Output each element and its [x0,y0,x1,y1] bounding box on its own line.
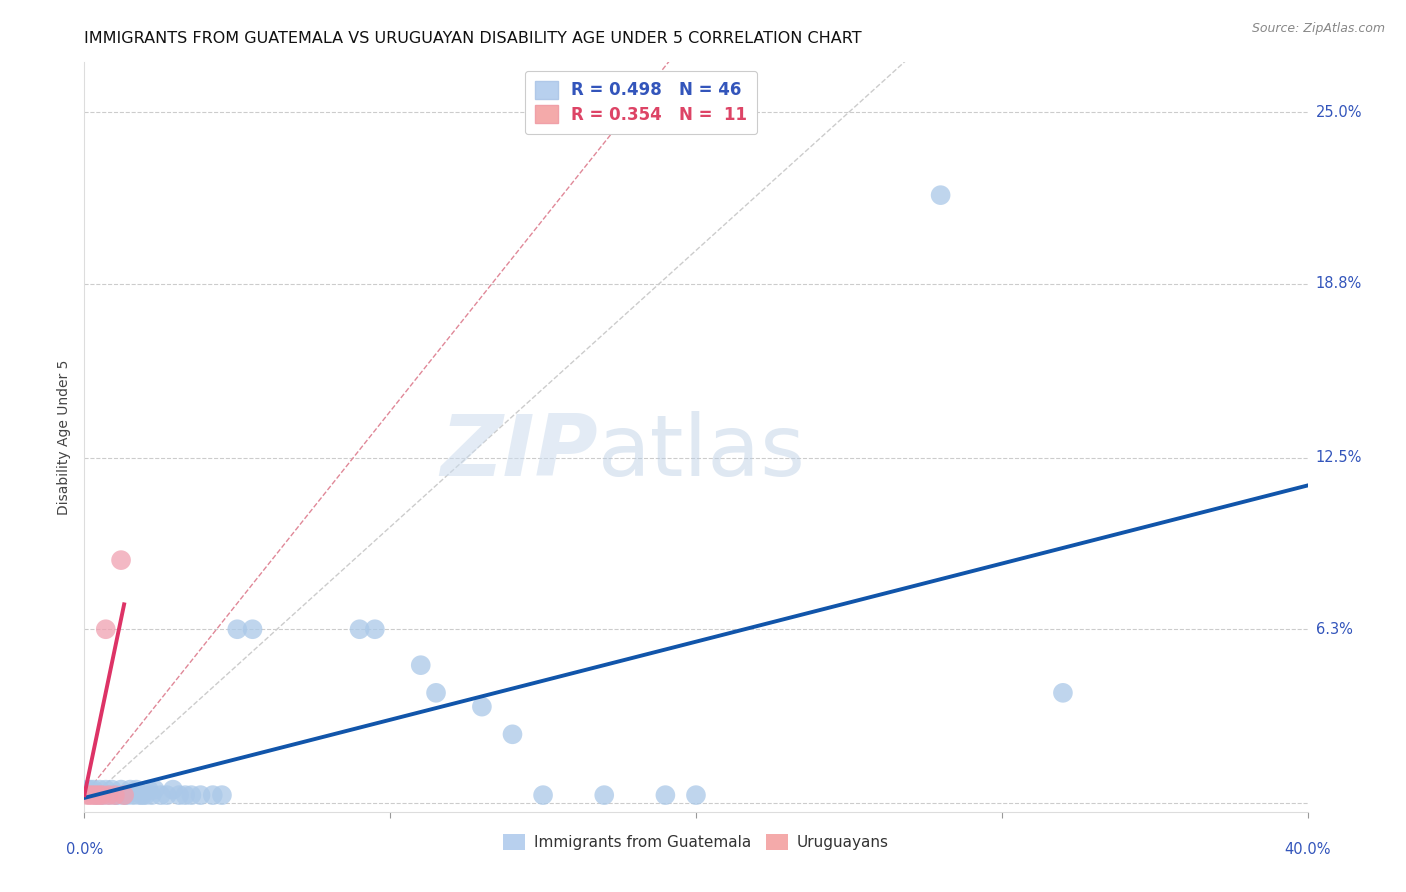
Point [409,658,432,673]
Point [226,622,249,636]
Point [201,788,224,802]
Text: ZIP: ZIP [440,410,598,493]
Point [76,788,98,802]
Point [174,788,197,802]
Point [110,782,132,797]
Text: Source: ZipAtlas.com: Source: ZipAtlas.com [1251,22,1385,36]
Point [120,782,142,797]
Point [112,788,135,802]
Point [91,788,114,802]
Point [149,788,172,802]
Point [242,622,264,636]
Legend: Immigrants from Guatemala, Uruguayans: Immigrants from Guatemala, Uruguayans [498,829,894,856]
Text: atlas: atlas [598,410,806,493]
Point [531,788,554,802]
Text: IMMIGRANTS FROM GUATEMALA VS URUGUAYAN DISABILITY AGE UNDER 5 CORRELATION CHART: IMMIGRANTS FROM GUATEMALA VS URUGUAYAN D… [84,31,862,46]
Point [125,782,148,797]
Point [135,788,157,802]
Point [425,686,447,700]
Point [89,788,111,802]
Point [211,788,233,802]
Point [76,782,98,797]
Point [86,788,108,802]
Point [162,782,184,797]
Text: 25.0%: 25.0% [1316,104,1362,120]
Point [86,788,108,802]
Point [107,788,129,802]
Point [122,788,145,802]
Text: 40.0%: 40.0% [1284,842,1331,857]
Point [131,788,153,802]
Point [502,727,524,741]
Point [104,788,127,802]
Point [364,622,387,636]
Point [141,788,163,802]
Y-axis label: Disability Age Under 5: Disability Age Under 5 [58,359,72,515]
Point [104,788,127,802]
Point [97,788,120,802]
Point [83,782,105,797]
Point [94,782,117,797]
Point [593,788,616,802]
Point [110,553,132,567]
Point [156,788,179,802]
Point [654,788,676,802]
Point [180,788,202,802]
Point [143,782,166,797]
Point [128,788,150,802]
Point [115,788,138,802]
Point [138,782,160,797]
Text: 12.5%: 12.5% [1316,450,1362,466]
Point [349,622,371,636]
Text: 0.0%: 0.0% [66,842,103,857]
Point [97,788,120,802]
Point [929,188,952,202]
Point [91,788,114,802]
Point [685,788,707,802]
Point [79,782,101,797]
Point [112,788,135,802]
Point [94,622,117,636]
Point [471,699,494,714]
Point [79,788,101,802]
Point [101,782,124,797]
Point [83,788,105,802]
Text: 6.3%: 6.3% [1316,622,1353,637]
Point [1052,686,1074,700]
Point [167,788,190,802]
Text: 18.8%: 18.8% [1316,277,1362,291]
Point [190,788,212,802]
Point [89,782,111,797]
